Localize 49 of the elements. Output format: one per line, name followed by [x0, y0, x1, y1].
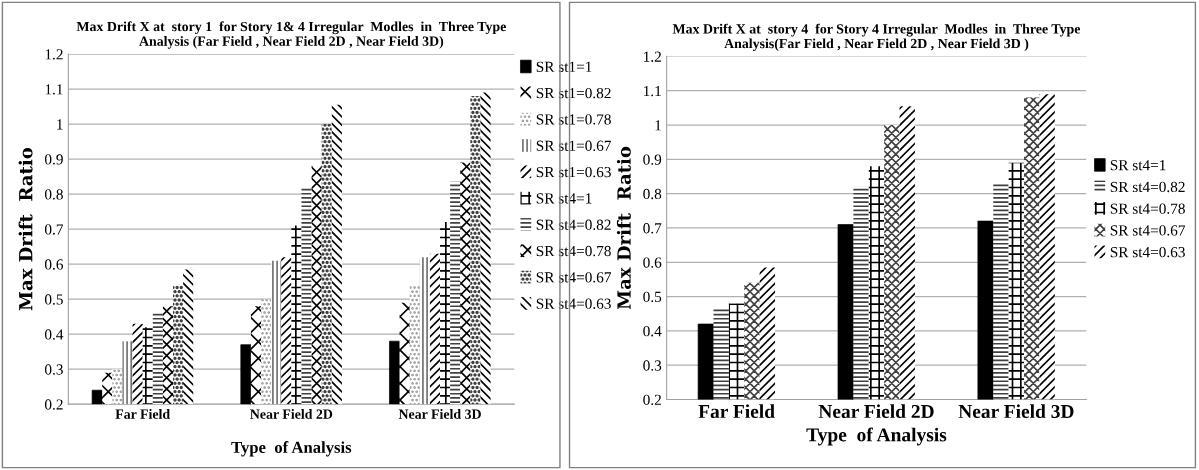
x-axis-title: Type of Analysis — [806, 427, 947, 446]
y-axis-title: Max Drift Ratio — [616, 146, 631, 310]
x-tick-label: Far Field — [698, 404, 775, 419]
y-tick-label: 0.2 — [643, 394, 661, 406]
x-tick-label: Near Field 2D — [818, 404, 934, 419]
legend-label: SR st1=0.78 — [536, 114, 611, 125]
y-tick-label: 1.1 — [644, 85, 661, 97]
x-tick-label: Near Field 3D — [398, 409, 481, 419]
legend-label: SR st4=0.82 — [1110, 181, 1185, 193]
y-tick-label: 0.9 — [643, 154, 662, 165]
y-tick-label: 1 — [655, 120, 661, 131]
x-tick-label: Near Field 2D — [250, 409, 333, 419]
y-tick-label: 0.5 — [44, 294, 63, 305]
legend-label: SR st4=0.78 — [536, 245, 611, 257]
y-tick-label: 0.2 — [44, 399, 63, 410]
legend-label: SR st4=0.67 — [1110, 225, 1186, 236]
chart-title: Max Drift X at story 4 for Story 4 Irregular Modles in Three Type Analysis(Far Field , Near Field 2D , Near Field 3D ) — [672, 23, 1081, 52]
y-tick-label: 0.9 — [44, 154, 63, 165]
legend-label: SR st1=0.67 — [536, 140, 612, 151]
legend-label: SR st4=0.82 — [536, 219, 611, 230]
x-tick-label: Near Field 3D — [958, 404, 1074, 419]
y-tick-label: 0.8 — [44, 189, 63, 200]
legend-label: SR st4=0.63 — [1110, 246, 1185, 258]
legend-label: SR st4=0.63 — [536, 298, 611, 309]
y-tick-label: 0.5 — [643, 291, 662, 303]
legend-label: SR st1=0.63 — [536, 166, 611, 178]
y-tick-label: 0.4 — [44, 329, 64, 340]
x-axis-title: Type of Analysis — [231, 441, 352, 457]
y-tick-label: 0.6 — [44, 259, 64, 270]
legend-label: SR st4=1 — [1110, 160, 1166, 171]
y-tick-label: 1.1 — [45, 84, 63, 95]
y-tick-label: 0.7 — [643, 223, 662, 234]
y-tick-label: 0.7 — [44, 224, 64, 235]
y-tick-label: 1 — [57, 119, 63, 130]
legend-label: SR st4=0.78 — [1110, 203, 1185, 214]
y-tick-label: 0.8 — [643, 188, 662, 200]
legend-label: SR st4=1 — [536, 193, 592, 204]
y-tick-label: 0.3 — [643, 360, 662, 371]
chart-title: Max Drift X at story 1 for Story 1& 4 Irregular Modles in Three Type Analysis (Far Field , Near Field 2D , Near Field 3D) — [76, 21, 506, 49]
y-tick-label: 0.3 — [44, 364, 63, 375]
y-tick-label: 0.4 — [643, 326, 662, 337]
y-axis-title: Max Drift Ratio — [18, 147, 33, 311]
legend-label: SR st1=0.82 — [536, 87, 611, 99]
y-tick-label: 0.6 — [643, 257, 662, 268]
y-tick-label: 1.2 — [45, 49, 63, 60]
legend-label: SR st4=0.67 — [536, 272, 612, 283]
x-tick-label: Far Field — [115, 409, 170, 419]
y-tick-label: 1.2 — [644, 51, 661, 62]
legend-label: SR st1=1 — [536, 61, 592, 72]
